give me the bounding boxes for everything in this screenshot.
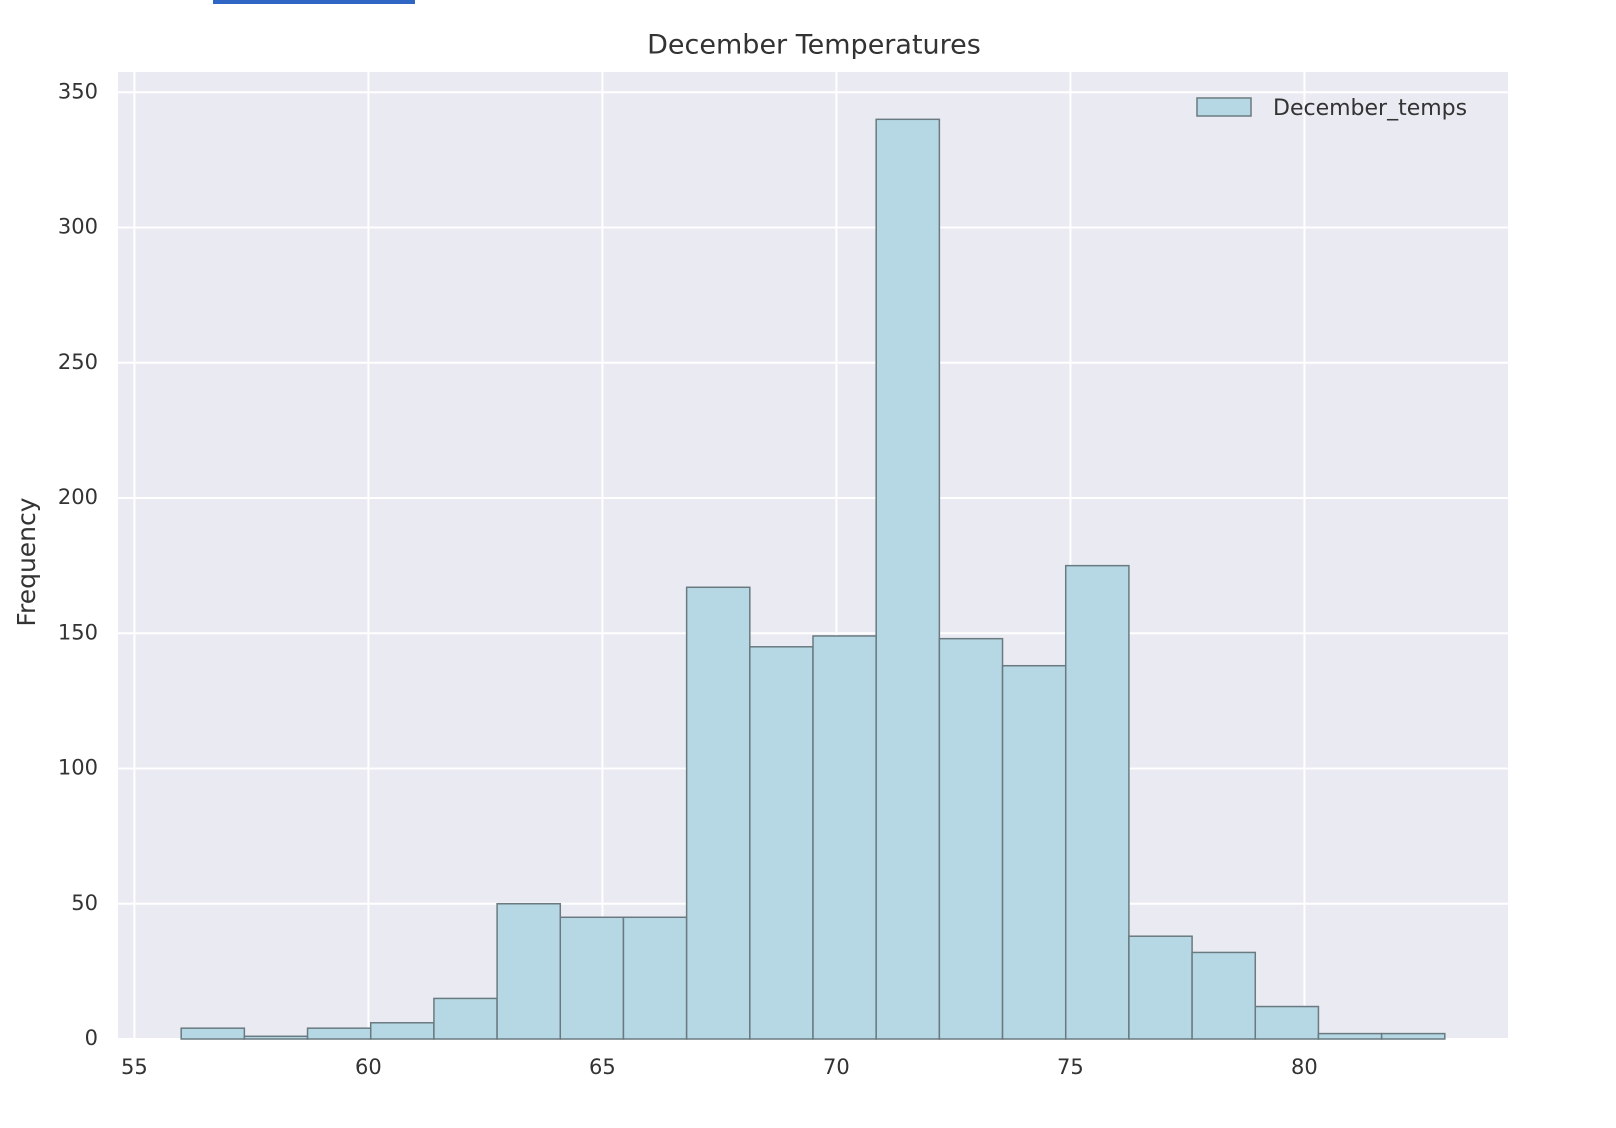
y-tick-label: 150 [58, 620, 98, 644]
histogram-bar [622, 916, 688, 1040]
histogram-bar [369, 1022, 435, 1040]
y-tick-label: 100 [58, 756, 98, 780]
y-tick-label: 0 [85, 1026, 98, 1050]
histogram-bar [243, 1035, 309, 1040]
histogram-bar [1380, 1032, 1446, 1040]
histogram-bar [1191, 951, 1257, 1040]
x-tick-label: 65 [589, 1055, 616, 1079]
histogram-bar [812, 635, 877, 1040]
histogram-bar [433, 997, 498, 1040]
histogram-bar [938, 637, 1004, 1040]
legend-swatch [1196, 97, 1252, 117]
legend-label: December_temps [1273, 96, 1467, 121]
histogram-bar [875, 118, 941, 1040]
histogram-bar [1128, 935, 1193, 1040]
histogram-bar [180, 1027, 246, 1040]
histogram-bar [559, 916, 625, 1040]
y-tick-label: 50 [71, 891, 98, 915]
y-tick-label: 250 [58, 350, 98, 374]
histogram-bar [1317, 1032, 1383, 1040]
histogram-bar [1254, 1005, 1320, 1040]
y-axis-label: Frequency [12, 497, 41, 626]
histogram-bar [496, 903, 562, 1040]
histogram-bar [306, 1027, 372, 1040]
histogram-bar [1001, 664, 1067, 1040]
top-accent [213, 0, 415, 4]
chart-title: December Temperatures [647, 30, 981, 61]
x-tick-label: 75 [1057, 1055, 1084, 1079]
y-tick-label: 350 [58, 79, 98, 103]
x-tick-label: 70 [823, 1055, 850, 1079]
x-tick-label: 80 [1291, 1055, 1318, 1079]
histogram-bar [749, 646, 814, 1040]
y-tick-label: 300 [58, 215, 98, 239]
y-tick-label: 200 [58, 485, 98, 509]
histogram-bar [1064, 564, 1130, 1040]
x-tick-label: 60 [355, 1055, 382, 1079]
x-tick-label: 55 [121, 1055, 148, 1079]
histogram-bar [685, 586, 751, 1040]
